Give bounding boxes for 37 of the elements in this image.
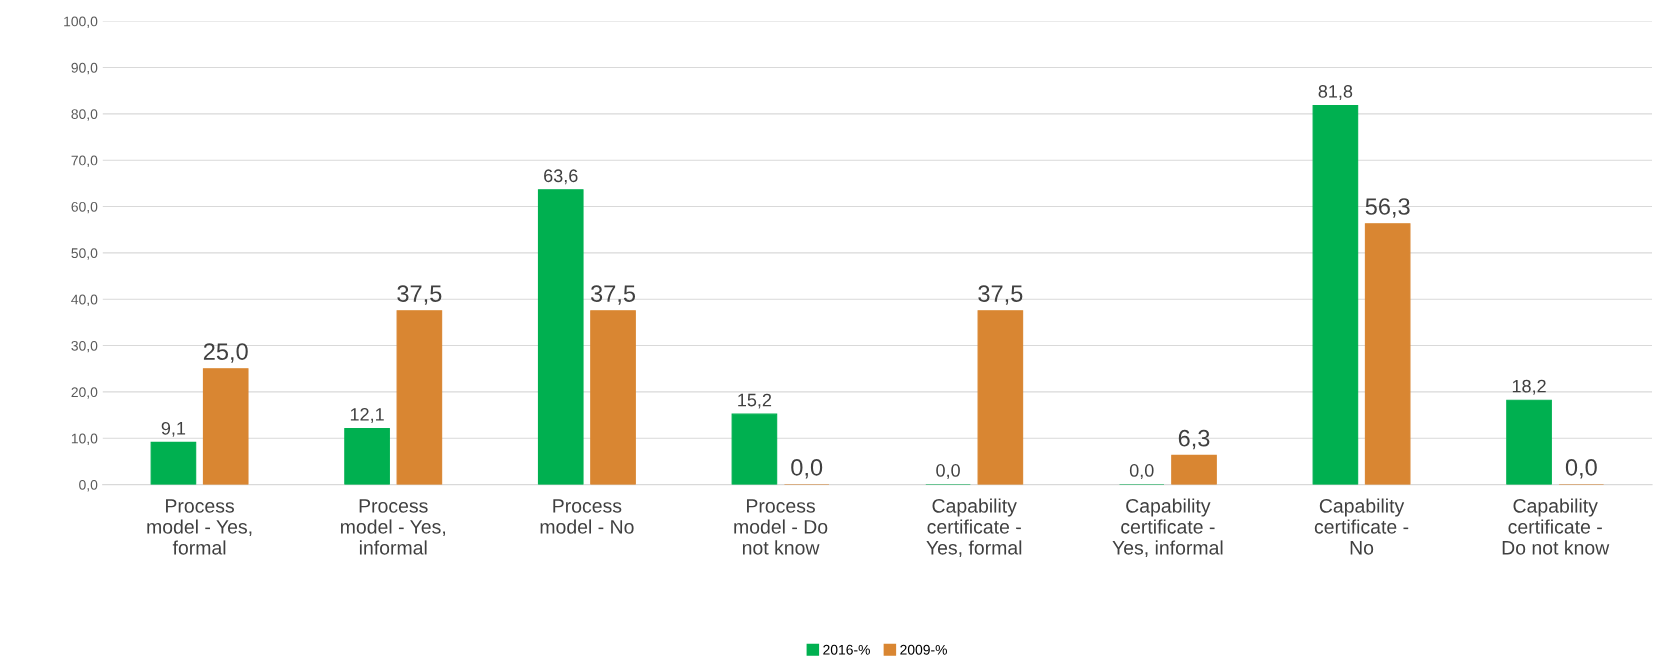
data-label: 0,0 <box>1129 464 1154 479</box>
x-tick-label: Process model - Do not know <box>734 499 828 555</box>
x-tick-label: Process model - Yes, formal <box>147 499 252 555</box>
y-tick-label: 90,0 <box>71 62 98 75</box>
x-tick-label: Capability certificate - Do not know <box>1502 498 1610 555</box>
data-label: 0,0 <box>1565 459 1597 479</box>
data-label: 56,3 <box>1365 198 1410 218</box>
x-tick-label: Process model - Yes, informal <box>341 499 445 555</box>
legend-label: 2016-% <box>823 644 870 655</box>
data-label: 12,1 <box>350 407 384 423</box>
x-tick-label: Capability certificate - Yes, formal <box>926 498 1022 557</box>
x-tick-label: Capability certificate - Yes, informal <box>1112 498 1223 557</box>
y-tick-label: 70,0 <box>71 155 98 168</box>
y-tick-label: 40,0 <box>71 294 98 307</box>
legend-label: 2009-% <box>900 644 947 655</box>
x-tick-label: Process model - No <box>540 499 634 534</box>
data-label: 6,3 <box>1178 429 1210 450</box>
data-label: 37,5 <box>590 285 636 305</box>
data-label: 63,6 <box>544 169 578 185</box>
data-label: 0,0 <box>791 459 823 479</box>
x-tick-label: Capability certificate - No <box>1314 498 1409 555</box>
data-label: 81,8 <box>1318 85 1353 100</box>
y-tick-label: 30,0 <box>71 340 98 353</box>
data-label: 37,5 <box>978 285 1023 305</box>
data-label: 15,2 <box>738 393 772 409</box>
data-label: 9,1 <box>161 421 186 437</box>
y-tick-label: 60,0 <box>71 201 98 214</box>
y-tick-label: 50,0 <box>71 248 98 260</box>
y-tick-label: 100,0 <box>64 16 98 28</box>
data-label: 0,0 <box>936 464 960 479</box>
y-tick-label: 20,0 <box>71 387 98 399</box>
y-tick-label: 80,0 <box>71 109 98 121</box>
data-label: 25,0 <box>203 343 248 363</box>
data-label: 18,2 <box>1512 379 1546 395</box>
data-label: 37,5 <box>397 285 442 305</box>
y-tick-label: 10,0 <box>71 433 98 446</box>
y-tick-label: 0,0 <box>79 479 98 492</box>
